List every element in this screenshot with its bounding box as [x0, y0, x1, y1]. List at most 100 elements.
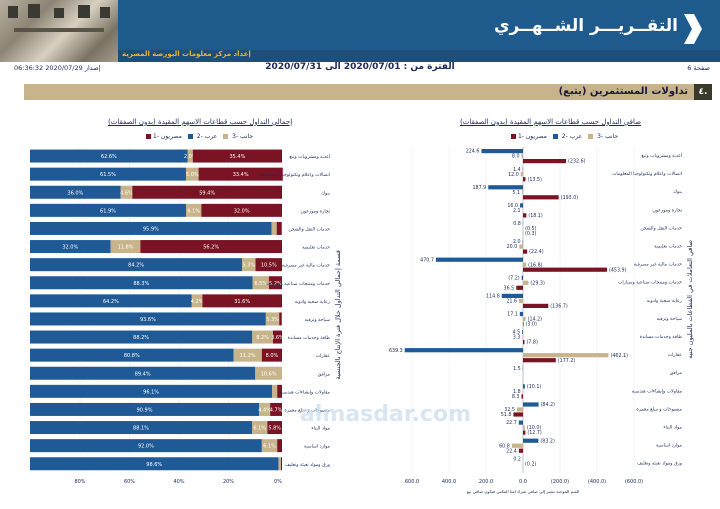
category-label: ورق ومواد تعبئة وتغليف — [285, 462, 330, 468]
bar-egyptians — [435, 257, 523, 262]
bar-foreigners — [279, 312, 282, 326]
x-tick-label: 60% — [124, 479, 135, 485]
report-title: التقــريـــر الشــهــري — [493, 16, 678, 36]
bar-foreigners — [272, 330, 282, 344]
bar-value-label: 0.8 — [513, 221, 521, 227]
bar-value-label: 60.8 — [499, 443, 510, 449]
bar-egyptians — [521, 275, 523, 280]
bar-foreigners — [523, 303, 549, 308]
right-chart-legend: جانب -3 عرب -2 مصريون -1 — [505, 133, 618, 140]
bar-egyptians — [520, 203, 523, 208]
category-label: منسوجات و سلع معمرة — [636, 407, 682, 412]
bar-value-label: 36.5 — [504, 285, 515, 291]
bar-foreigners — [140, 240, 282, 254]
bar-value-label: 11.2% — [240, 353, 256, 359]
bar-value-label: 0.2 — [513, 456, 521, 462]
category-label: أغذية ومشروبات وتبغ — [641, 152, 682, 159]
bar-value-label: 61.5% — [100, 172, 116, 178]
bar-arabs — [519, 298, 523, 303]
bar-value-label: 22.7 — [506, 420, 517, 426]
bar-value-label: (0.5) — [525, 226, 537, 232]
x-tick-label: (400.0) — [588, 479, 606, 485]
bar-egyptians — [501, 293, 523, 298]
bar-value-label: 22.4 — [506, 448, 517, 454]
bar-foreigners — [255, 258, 282, 272]
bar-value-label: (13.5) — [527, 177, 542, 183]
bar-value-label: 224.6 — [466, 149, 480, 155]
bar-foreigners — [270, 402, 282, 416]
bar-value-label: 11.8% — [118, 245, 134, 251]
bar-egyptians — [30, 402, 260, 416]
bar-value-label: (3.0) — [526, 322, 538, 328]
bar-value-label: 20.0 — [507, 244, 518, 250]
issue-date: إصدار 2020/07/29 06:36:32 — [14, 64, 101, 72]
bar-egyptians — [523, 384, 525, 389]
bar-value-label: 8.0 — [512, 154, 520, 160]
x-tick-label: 0% — [274, 479, 282, 485]
category-label: موارد اساسية — [304, 445, 331, 450]
bar-egyptians — [30, 312, 266, 326]
x-tick-label: 600.0 — [405, 479, 419, 485]
category-label: مقاولات وإنشاءات هندسية — [280, 390, 331, 395]
bar-value-label: (0.3) — [525, 231, 537, 237]
bar-foreigners — [280, 457, 282, 471]
bar-value-label: (29.3) — [530, 280, 545, 286]
bar-foreigners — [202, 294, 282, 308]
bar-value-label: (193.0) — [561, 195, 579, 201]
category-label: موارد اساسية — [656, 444, 683, 449]
category-label: تجارة وموزعون — [301, 209, 331, 214]
legend-swatch-egyptians — [552, 134, 558, 139]
bar-value-label: 89.4% — [135, 371, 151, 377]
bar-value-label: 33.4% — [233, 172, 249, 178]
bar-foreigners — [523, 430, 526, 435]
left-chart-legend: جانب -3 عرب -2 مصريون -1 — [140, 133, 253, 140]
bar-value-label: 1.4 — [513, 167, 521, 173]
bar-foreigners — [192, 149, 282, 163]
bar-arabs — [272, 384, 278, 398]
bar-foreigners — [277, 384, 282, 398]
bar-arabs — [233, 348, 262, 362]
bar-egyptians — [522, 330, 523, 335]
bar-arabs — [252, 330, 273, 344]
chevron-logo-icon — [684, 14, 702, 44]
category-label: طاقة وخدمات مساندة — [640, 335, 683, 340]
bar-egyptians — [30, 240, 111, 254]
bar-value-label: 93.6% — [140, 317, 156, 323]
category-label: مرافق — [670, 371, 683, 376]
legend-egyptians: مصريون -1 — [153, 133, 182, 140]
bar-egyptians — [30, 439, 262, 453]
bar-value-label: 32.0% — [234, 208, 250, 214]
x-tick-label: 80% — [74, 479, 85, 485]
bar-value-label: 61.9% — [100, 208, 116, 214]
bar-foreigners — [198, 167, 283, 181]
bar-arabs — [522, 335, 523, 340]
bar-foreigners — [523, 177, 526, 182]
legend-egyptians: مصريون -1 — [518, 133, 547, 140]
legend-swatch-arabs — [223, 134, 229, 139]
bar-foreigners — [267, 421, 282, 435]
category-label: ورق ومواد تعبئة وتغليف — [637, 461, 682, 467]
bar-value-label: 6.1% — [253, 426, 266, 432]
bar-foreigners — [132, 185, 282, 199]
bar-value-label: 6.1% — [187, 208, 200, 214]
bar-value-label: (83.2) — [540, 438, 555, 444]
bar-foreigners — [523, 213, 527, 218]
bar-value-label: (14.2) — [528, 317, 543, 323]
bar-egyptians — [30, 366, 256, 380]
x-tick-label: (200.0) — [551, 479, 569, 485]
bar-arabs — [259, 402, 271, 416]
bar-egyptians — [30, 384, 273, 398]
bar-arabs — [521, 154, 523, 159]
bar-value-label: 92.0% — [138, 444, 154, 450]
x-axis-note: القيم الموجبة تشير إلى صافي شراء امنا ال… — [467, 489, 580, 495]
bar-arabs — [261, 439, 278, 453]
bar-value-label: (22.4) — [529, 249, 544, 255]
bar-value-label: 32.0% — [62, 245, 78, 251]
bar-value-label: (12.7) — [527, 430, 542, 436]
bar-foreigners — [523, 358, 556, 363]
x-tick-label: 40% — [173, 479, 184, 485]
bar-value-label: 8.0% — [266, 353, 279, 359]
bar-value-label: 5.1 — [512, 190, 520, 196]
bar-arabs — [185, 203, 202, 217]
bar-arabs — [278, 457, 281, 471]
